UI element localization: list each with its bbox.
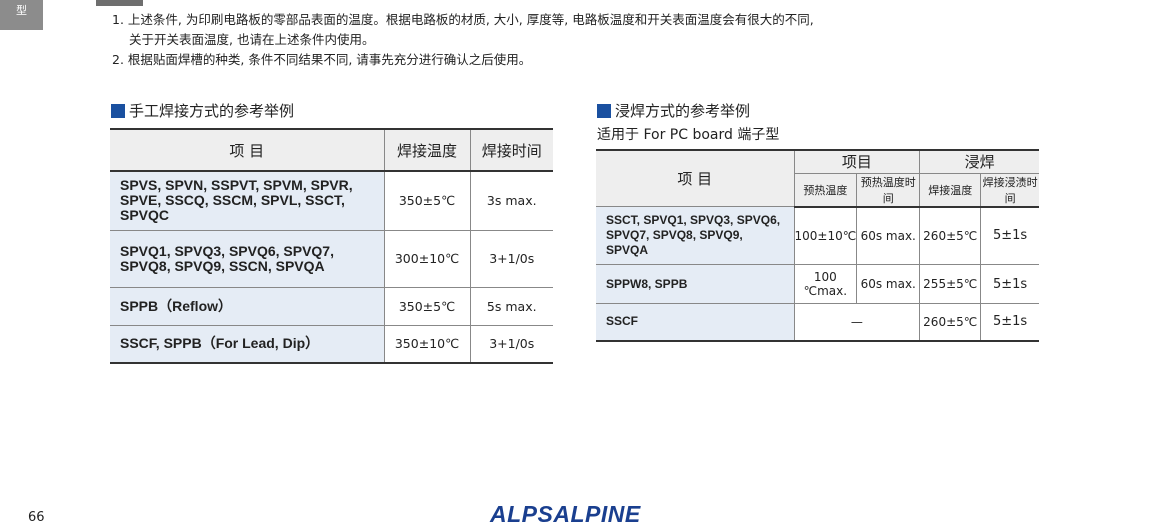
table-row: SPPB（Reflow） 350±5℃ 5s max. [110, 286, 553, 326]
cell: 5±1s [980, 303, 1039, 341]
cell: 100 ℃max. [793, 264, 858, 304]
cell: 260±5℃ [919, 303, 982, 341]
sub-header: 焊接温度 [919, 172, 982, 208]
cell: 60s max. [856, 264, 921, 304]
cell: 5s max. [469, 286, 553, 326]
group-header: 浸焊 [919, 149, 1039, 174]
col-header: 焊接温度 [383, 128, 471, 172]
cell: 60s max. [856, 206, 921, 265]
cell: SPPB（Reflow） [110, 286, 385, 326]
table-row: SSCF —260±5℃ 5±1s [596, 303, 1039, 341]
col-header: 项 目 [110, 128, 385, 172]
cell: 255±5℃ [919, 264, 982, 304]
cell: SSCT, SPVQ1, SPVQ3, SPVQ6, SPVQ7, SPVQ8,… [596, 206, 795, 265]
cell: — [793, 303, 921, 341]
dip-subtitle: 适用于 For PC board 端子型 [597, 127, 780, 143]
col-header: 焊接时间 [469, 128, 553, 172]
notes: 1. 上述条件, 为印刷电路板的零部品表面的温度。根据电路板的材质, 大小, 厚… [112, 10, 814, 70]
side-tab[interactable]: 型 [0, 0, 43, 30]
table-row: SSCT, SPVQ1, SPVQ3, SPVQ6, SPVQ7, SPVQ8,… [596, 206, 1039, 265]
table-row: SSCF, SPPB（For Lead, Dip） 350±10℃ 3+1/0s [110, 324, 553, 364]
page-number: 66 [28, 510, 45, 525]
cell: 300±10℃ [383, 229, 471, 288]
col-header: 项 目 [596, 149, 795, 207]
cell: 3+1/0s [469, 324, 553, 364]
cell: SSCF, SPPB（For Lead, Dip） [110, 324, 385, 364]
cell: 5±1s [980, 206, 1039, 265]
cell: 350±5℃ [383, 170, 471, 231]
cell: SPVQ1, SPVQ3, SPVQ6, SPVQ7, SPVQ8, SPVQ9… [110, 229, 385, 288]
sub-header: 预热温度 [794, 172, 858, 208]
cell: SPPW8, SPPB [596, 264, 795, 304]
sub-header: 焊接浸渍时间 [980, 172, 1039, 208]
square-bullet-icon [597, 103, 611, 118]
note-tab [96, 0, 143, 6]
square-bullet-icon [111, 103, 125, 118]
group-header: 项目 [793, 149, 921, 174]
note-2: 2. 根据贴面焊槽的种类, 条件不同结果不同, 请事先充分进行确认之后使用。 [112, 52, 532, 67]
note-1-cont: 关于开关表面温度, 也请在上述条件内使用。 [129, 32, 375, 47]
cell: 3+1/0s [469, 229, 553, 288]
cell: SPVS, SPVN, SSPVT, SPVM, SPVR, SPVE, SSC… [110, 170, 385, 231]
cell: SSCF [596, 303, 795, 341]
cell: 350±5℃ [383, 286, 471, 326]
manual-title: 手工焊接方式的参考举例 [111, 100, 294, 121]
table-row: SPVS, SPVN, SSPVT, SPVM, SPVR, SPVE, SSC… [110, 170, 553, 231]
cell: 260±5℃ [919, 206, 982, 265]
cell: 100±10℃ [793, 206, 858, 265]
table-row: SPVQ1, SPVQ3, SPVQ6, SPVQ7, SPVQ8, SPVQ9… [110, 229, 553, 288]
note-1: 1. 上述条件, 为印刷电路板的零部品表面的温度。根据电路板的材质, 大小, 厚… [112, 12, 814, 27]
sub-header: 预热温度时间 [856, 172, 921, 208]
cell: 3s max. [469, 170, 553, 231]
cell: 350±10℃ [383, 324, 471, 364]
cell: 5±1s [980, 264, 1039, 304]
dip-title: 浸焊方式的参考举例 [597, 100, 750, 121]
manual-soldering-table: 项 目 焊接温度 焊接时间 SPVS, SPVN, SSPVT, SPVM, S… [110, 128, 553, 364]
dip-soldering-table: 项 目项目 浸焊 预热温度 预热温度时间 焊接温度 焊接浸渍时间 SSCT, SPVQ1… [596, 149, 1039, 342]
table-row: SPPW8, SPPB 100 ℃max. 60s max. 255±5℃ 5±1s [596, 264, 1039, 304]
alpsalpine-logo: ALPSALPINE [490, 501, 641, 527]
